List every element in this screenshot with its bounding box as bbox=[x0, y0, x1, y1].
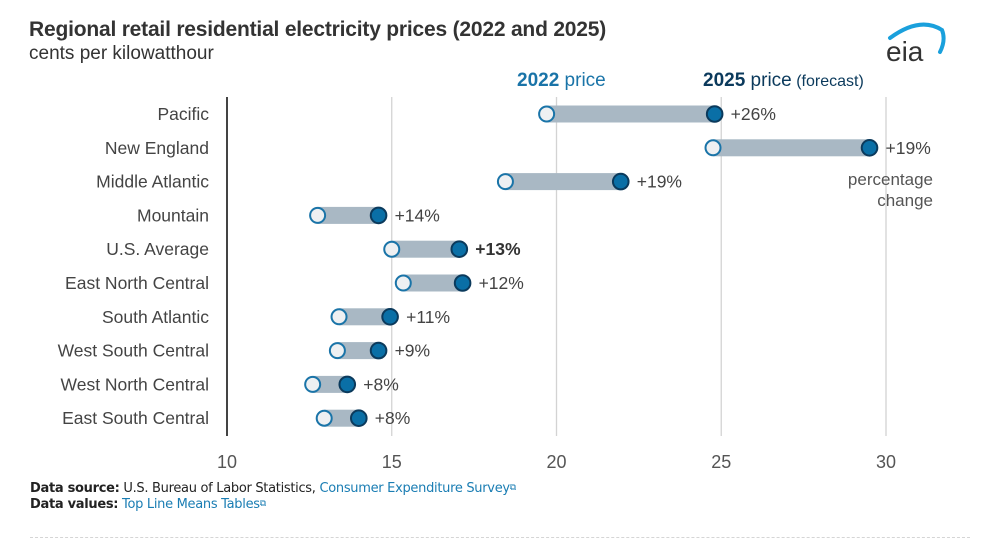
x-tick-label: 30 bbox=[876, 452, 896, 470]
chart-row: U.S. Average +13% bbox=[106, 239, 521, 259]
chart-row: New England +19% bbox=[105, 138, 931, 158]
chart-row: East North Central +12% bbox=[65, 273, 524, 293]
chart-row: East South Central +8% bbox=[62, 408, 410, 428]
dot-2025 bbox=[381, 308, 399, 326]
x-tick-label: 10 bbox=[217, 452, 237, 470]
pct-change-label: +14% bbox=[395, 205, 440, 225]
category-label: Middle Atlantic bbox=[96, 172, 209, 192]
dot-2022 bbox=[704, 139, 722, 157]
category-label: East North Central bbox=[65, 273, 209, 293]
pct-change-label: +8% bbox=[363, 374, 399, 394]
pct-change-label: +26% bbox=[731, 104, 776, 124]
footer-divider bbox=[30, 537, 970, 538]
data-values-label: Data values: bbox=[30, 497, 119, 512]
range-bar bbox=[324, 409, 359, 427]
x-tick-label: 15 bbox=[382, 452, 402, 470]
chart-row: West South Central +9% bbox=[58, 341, 431, 361]
legend-2025: 2025 price (forecast) bbox=[703, 70, 864, 91]
range-bar bbox=[546, 105, 715, 123]
chart-subtitle: cents per kilowatthour bbox=[29, 43, 214, 64]
range-bar bbox=[339, 308, 391, 326]
pct-change-label: +13% bbox=[475, 239, 521, 259]
dot-2025 bbox=[369, 206, 388, 225]
external-link-icon: ⧉ bbox=[259, 499, 266, 509]
chart-title: Regional retail residential electricity … bbox=[29, 18, 607, 41]
dot-2025 bbox=[453, 274, 472, 292]
category-label: West North Central bbox=[61, 374, 209, 394]
pct-change-label: +8% bbox=[375, 408, 411, 428]
dot-2022 bbox=[328, 342, 346, 360]
range-bar bbox=[312, 375, 348, 393]
eia-logo[interactable]: eia bbox=[880, 18, 950, 64]
range-bar bbox=[505, 173, 621, 191]
dot-2025 bbox=[369, 341, 388, 360]
dot-2025 bbox=[450, 240, 469, 258]
category-label: East South Central bbox=[62, 408, 209, 428]
dot-2022 bbox=[538, 105, 556, 123]
dumbbell-chart: 2022 price 2025 price (forecast) percent… bbox=[58, 70, 933, 470]
dot-2022 bbox=[394, 274, 412, 292]
logo-arc-icon bbox=[888, 22, 946, 54]
dot-2025 bbox=[338, 375, 357, 394]
logo-text: eia bbox=[886, 36, 924, 64]
category-label: South Atlantic bbox=[102, 307, 209, 327]
chart-row: Mountain +14% bbox=[137, 205, 440, 225]
category-label: U.S. Average bbox=[106, 239, 209, 259]
dot-2022 bbox=[496, 173, 514, 191]
x-tick-label: 20 bbox=[546, 452, 566, 470]
dot-2022 bbox=[309, 206, 327, 224]
category-label: New England bbox=[105, 138, 209, 158]
chart-row: West North Central +8% bbox=[61, 374, 399, 394]
x-tick-label: 25 bbox=[711, 452, 731, 470]
dot-2025 bbox=[611, 172, 630, 191]
dot-2025 bbox=[860, 139, 879, 157]
category-label: Pacific bbox=[157, 104, 209, 124]
data-values-line: Data values: Top Line Means Tables⧉ bbox=[30, 497, 266, 512]
pct-change-note-2: change bbox=[877, 191, 933, 210]
pct-change-label: +12% bbox=[479, 273, 524, 293]
chart-row: South Atlantic +11% bbox=[102, 307, 450, 327]
consumer-expenditure-survey-link[interactable]: Consumer Expenditure Survey bbox=[319, 481, 510, 496]
pct-change-label: +9% bbox=[395, 341, 431, 361]
dot-2022 bbox=[315, 409, 333, 427]
pct-change-note: percentage bbox=[848, 170, 933, 189]
pct-change-label: +19% bbox=[637, 172, 682, 192]
category-label: Mountain bbox=[137, 205, 209, 225]
range-bar bbox=[337, 342, 379, 360]
dot-2025 bbox=[705, 105, 724, 123]
range-bar bbox=[317, 206, 379, 224]
data-source-label: Data source: bbox=[30, 481, 120, 496]
pct-change-label: +11% bbox=[406, 307, 450, 327]
top-line-means-tables-link[interactable]: Top Line Means Tables bbox=[122, 497, 260, 512]
range-bar bbox=[391, 240, 460, 258]
range-bar bbox=[403, 274, 463, 292]
category-label: West South Central bbox=[58, 341, 209, 361]
dot-2022 bbox=[304, 375, 322, 393]
dot-2022 bbox=[383, 240, 401, 258]
dot-2022 bbox=[330, 308, 348, 326]
chart-row: Middle Atlantic +19% bbox=[96, 172, 682, 192]
dot-2025 bbox=[350, 409, 368, 428]
chart-row: Pacific +26% bbox=[157, 104, 775, 124]
legend-2022: 2022 price bbox=[517, 70, 606, 91]
external-link-icon: ⧉ bbox=[509, 483, 516, 493]
data-source-text: U.S. Bureau of Labor Statistics, bbox=[119, 481, 320, 496]
data-source-line: Data source: U.S. Bureau of Labor Statis… bbox=[30, 481, 516, 496]
pct-change-label: +19% bbox=[886, 138, 931, 158]
range-bar bbox=[713, 139, 870, 157]
